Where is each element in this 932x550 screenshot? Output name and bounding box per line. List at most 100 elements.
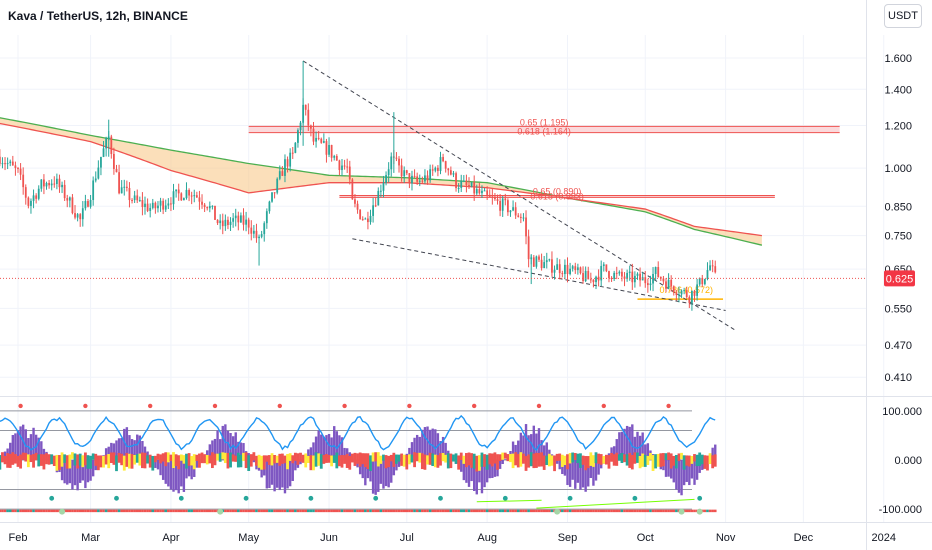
osc-band-mark: [527, 454, 531, 468]
osc-status-mark: [478, 509, 481, 513]
candle-body: [6, 163, 9, 165]
osc-status-mark: [338, 509, 341, 513]
osc-status-dot: [59, 508, 66, 515]
osc-band-mark: [488, 453, 492, 465]
osc-band-mark: [242, 452, 245, 461]
grid: [0, 35, 885, 522]
candle-body: [289, 152, 292, 167]
price-pane[interactable]: 0.65 (1.195)0.618 (1.164) 0.65 (0.890)0.6…: [0, 60, 840, 332]
candle-body: [470, 182, 473, 187]
osc-band-mark: [83, 452, 87, 466]
osc-band-mark: [690, 456, 694, 464]
osc-status-mark: [581, 509, 585, 513]
candle-body: [97, 167, 100, 179]
candle-body: [683, 290, 686, 292]
osc-status-mark: [465, 509, 468, 513]
osc-status-mark: [703, 509, 707, 513]
osc-status-mark: [669, 509, 673, 513]
osc-band-mark: [654, 454, 658, 469]
osc-band-mark: [477, 455, 481, 471]
candle-body: [644, 277, 647, 284]
osc-status-mark: [332, 509, 336, 513]
osc-status-mark: [573, 509, 577, 513]
candle-body: [361, 219, 364, 221]
osc-band-mark: [255, 455, 258, 466]
osc-status-dot: [678, 508, 685, 515]
osc-band-mark: [615, 452, 619, 466]
osc-tick-label: 100.000: [882, 406, 922, 418]
osc-band-mark: [133, 454, 137, 465]
osc-band-mark: [309, 455, 313, 471]
osc-band-mark: [558, 453, 562, 461]
candle-body: [483, 190, 486, 192]
candle-body: [602, 264, 605, 266]
osc-band-mark: [493, 452, 497, 464]
osc-band-mark: [195, 454, 199, 461]
osc-band-mark: [24, 452, 28, 462]
osc-band-mark: [667, 452, 670, 460]
y-tick-label: 1.000: [884, 163, 912, 175]
osc-signal-dot: [212, 403, 218, 409]
candle-body: [195, 195, 198, 198]
candle-body: [138, 200, 141, 202]
candle-body: [299, 122, 302, 131]
osc-status-mark: [84, 509, 87, 513]
osc-band-mark: [594, 452, 598, 464]
osc-status-mark: [436, 509, 440, 513]
candle-body: [398, 158, 400, 166]
osc-status-mark: [208, 509, 212, 513]
candle-body: [509, 210, 512, 213]
osc-band-mark: [633, 452, 637, 464]
candle-body: [312, 128, 315, 142]
candle-body: [519, 216, 522, 218]
candle-body: [626, 272, 629, 279]
candle-body: [307, 109, 310, 126]
candle-body: [297, 130, 299, 143]
osc-status-mark: [586, 509, 590, 513]
osc-band-mark: [187, 453, 191, 466]
oscillator-pane[interactable]: [0, 403, 717, 515]
osc-status-mark: [618, 509, 621, 513]
candle-body: [146, 203, 149, 211]
osc-band-mark: [198, 453, 201, 468]
osc-band-mark: [571, 452, 575, 463]
candle-body: [50, 183, 53, 186]
candle-body: [74, 213, 76, 218]
candle-body: [356, 203, 359, 210]
osc-band-mark: [511, 453, 515, 469]
osc-status-mark: [568, 509, 572, 513]
osc-status-mark: [371, 509, 375, 513]
osc-status-mark: [571, 509, 574, 513]
osc-band-mark: [529, 452, 533, 467]
candle-body: [517, 215, 520, 217]
candle-body: [113, 153, 115, 169]
osc-signal-dot: [666, 403, 671, 409]
osc-status-mark: [156, 509, 160, 513]
candle-body: [481, 190, 483, 194]
osc-status-mark: [656, 509, 660, 513]
x-tick-label: Dec: [794, 532, 814, 544]
osc-status-mark: [65, 509, 69, 513]
currency-button[interactable]: USDT: [884, 4, 922, 28]
osc-band-mark: [602, 456, 606, 464]
osc-band-mark: [296, 453, 300, 465]
candle-body: [346, 166, 349, 168]
osc-band-mark: [376, 452, 380, 467]
osc-status-mark: [498, 509, 502, 513]
osc-band-mark: [397, 454, 401, 462]
candle-body: [411, 175, 413, 184]
osc-status-mark: [594, 509, 598, 513]
osc-status-mark: [102, 509, 105, 513]
osc-status-mark: [376, 509, 380, 513]
osc-status-mark: [21, 509, 25, 513]
osc-band-mark: [317, 453, 321, 466]
osc-status-mark: [309, 509, 313, 513]
osc-status-mark: [317, 509, 320, 513]
osc-band-mark: [685, 455, 689, 466]
osc-signal-dot: [243, 495, 249, 501]
candle-body: [701, 277, 704, 285]
x-tick-label: Mar: [81, 532, 100, 544]
osc-status-mark: [667, 509, 670, 513]
osc-band-mark: [695, 454, 699, 467]
